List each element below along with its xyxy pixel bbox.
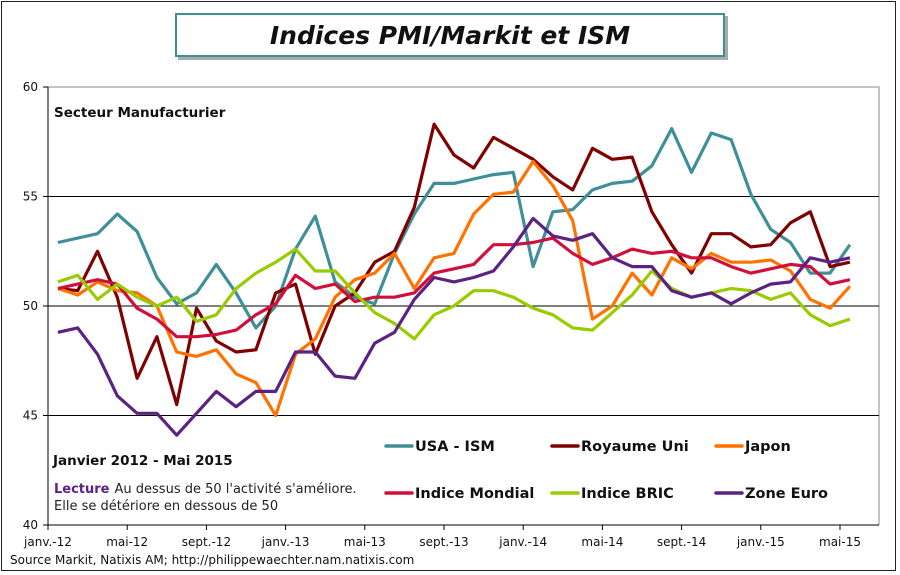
x-tick-label: sept.-14 — [657, 535, 706, 549]
plot-area-border — [48, 86, 880, 525]
chart-title: Indices PMI/Markit et ISM — [269, 20, 631, 50]
y-tick-label: 40 — [23, 518, 38, 532]
x-tick-label: janv.-13 — [261, 535, 310, 549]
x-tick-label: mai-13 — [344, 535, 386, 549]
legend-label: Zone Euro — [745, 486, 828, 502]
x-tick-label: sept.-13 — [419, 535, 468, 549]
legend-label: Japon — [744, 439, 791, 455]
note-label: Lecture — [54, 482, 110, 497]
series-line-indice-bric — [57, 247, 851, 341]
legend-label: Royaume Uni — [581, 439, 689, 455]
x-tick-label: mai-14 — [581, 535, 623, 549]
x-tick-label: sept.-12 — [182, 535, 231, 549]
y-tick-label: 60 — [23, 80, 38, 94]
series-line-indice-mondial — [57, 236, 851, 339]
x-tick-label: janv.-14 — [498, 535, 547, 549]
series-line-usa-ism — [57, 127, 852, 330]
x-tick-label: mai-15 — [819, 535, 861, 549]
chart-title-box: Indices PMI/Markit et ISM — [175, 13, 725, 57]
y-tick-label: 55 — [23, 190, 38, 204]
source-text: Source Markit, Natixis AM; http://philip… — [10, 553, 414, 567]
series-line-royaume-uni — [57, 122, 851, 407]
y-tick-label: 45 — [23, 409, 38, 423]
legend-label: Indice BRIC — [581, 486, 674, 502]
y-tick-label: 50 — [23, 299, 38, 313]
x-tick-label: janv.-12 — [23, 535, 72, 549]
note-line-1: Lecture Au dessus de 50 l'activité s'amél… — [54, 482, 357, 497]
note-text-1: Au dessus de 50 l'activité s'améliore. — [115, 482, 357, 497]
note-line-2: Elle se détériore en dessous de 50 — [54, 499, 278, 514]
series-line-japon — [57, 159, 852, 418]
legend-label: USA - ISM — [415, 439, 495, 455]
period-label: Janvier 2012 - Mai 2015 — [52, 453, 233, 469]
chart-subtitle: Secteur Manufacturier — [54, 105, 226, 121]
series-line-zone-euro — [57, 216, 851, 437]
legend-label: Indice Mondial — [415, 486, 534, 502]
x-tick-label: mai-12 — [106, 535, 148, 549]
x-tick-label: janv.-15 — [736, 535, 785, 549]
